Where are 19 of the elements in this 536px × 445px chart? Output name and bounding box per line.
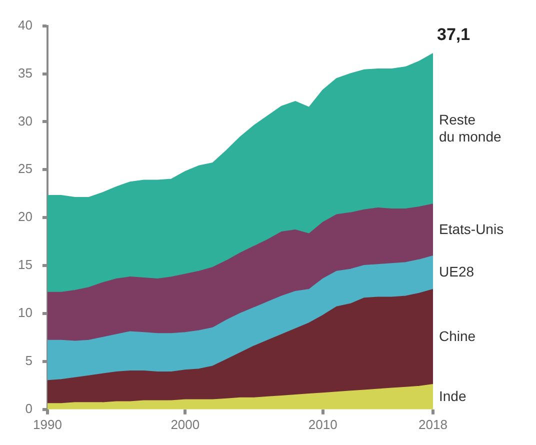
series-label: UE28 — [439, 264, 474, 280]
y-tick-label: 10 — [18, 305, 32, 320]
y-tick-label: 35 — [18, 65, 32, 80]
y-tick-label: 15 — [18, 257, 32, 272]
series-label: Reste du monde — [439, 111, 502, 144]
series-label: Inde — [439, 388, 466, 404]
annotation: 37,1 — [437, 24, 470, 44]
series-label: Chine — [439, 328, 476, 344]
y-tick-label: 25 — [18, 161, 32, 176]
y-tick-label: 20 — [18, 209, 32, 224]
y-tick-label: 40 — [18, 17, 32, 32]
x-tick-label: 2018 — [418, 416, 448, 432]
y-tick-label: 0 — [25, 400, 32, 416]
x-tick-label: 2000 — [170, 416, 200, 432]
series-label: Etats-Unis — [439, 220, 504, 237]
y-tick-label: 30 — [18, 113, 32, 128]
x-tick-label: 1990 — [33, 416, 62, 432]
x-tick-label: 2010 — [308, 416, 338, 432]
y-tick-label: 5 — [25, 353, 32, 368]
